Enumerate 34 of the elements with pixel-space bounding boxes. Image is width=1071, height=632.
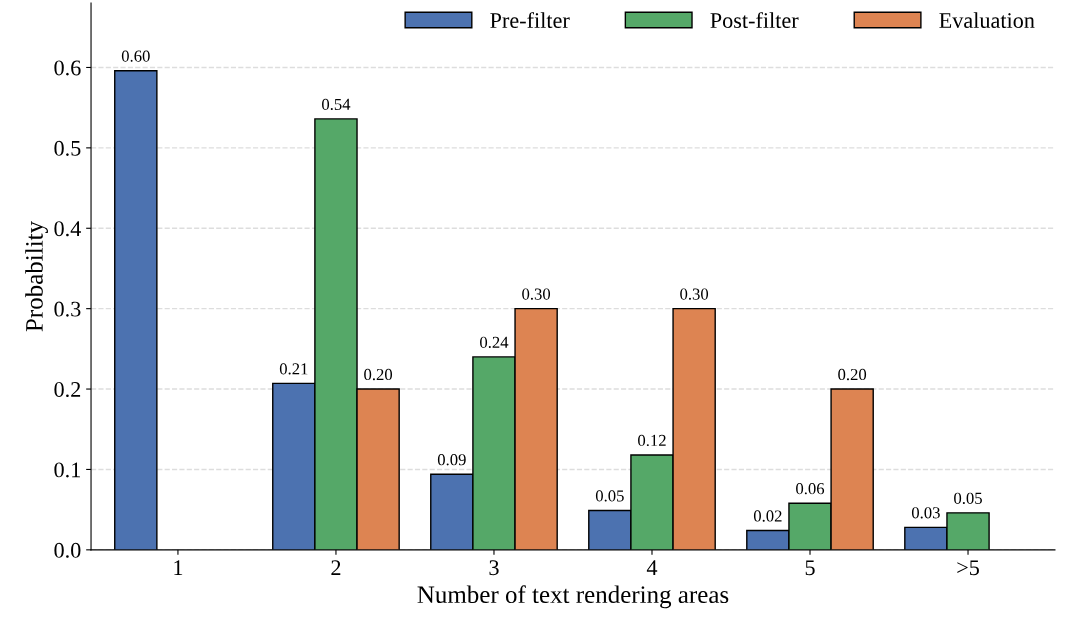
y-tick-label: 0.3 xyxy=(54,301,81,317)
data-label: 0.54 xyxy=(322,98,351,111)
legend-label: Pre-filter xyxy=(490,12,570,28)
x-tick-label: 5 xyxy=(805,560,815,576)
data-label: 0.21 xyxy=(279,363,308,375)
x-axis-title: Number of text rendering areas xyxy=(417,585,729,609)
data-label: 0.05 xyxy=(954,492,982,504)
x-tick-label: 2 xyxy=(331,560,341,575)
data-label: 0.06 xyxy=(796,483,825,495)
y-tick-label: 0.0 xyxy=(54,542,81,558)
x-tick-label: >5 xyxy=(957,560,979,576)
x-tick-label: 1 xyxy=(174,560,183,575)
data-label: 0.20 xyxy=(838,368,867,381)
y-tick-label: 0.6 xyxy=(54,60,81,76)
data-label: 0.02 xyxy=(753,510,782,522)
data-label: 0.03 xyxy=(911,507,940,519)
data-label: 0.12 xyxy=(638,434,666,447)
data-label: 0.20 xyxy=(364,368,393,381)
data-label: 0.30 xyxy=(522,288,551,300)
legend-label: Evaluation xyxy=(939,12,1035,28)
data-label: 0.05 xyxy=(595,490,624,502)
bar xyxy=(114,69,158,550)
data-label: 0.60 xyxy=(121,50,150,62)
x-tick-label: 3 xyxy=(489,560,499,576)
y-tick-label: 0.5 xyxy=(54,140,81,156)
x-tick-label: 4 xyxy=(646,560,658,575)
legend-label: Post-filter xyxy=(710,12,799,28)
y-tick-label: 0.2 xyxy=(54,381,81,398)
data-label: 0.24 xyxy=(480,336,509,349)
data-label: 0.09 xyxy=(437,454,466,466)
data-label: 0.30 xyxy=(680,288,709,300)
y-tick-label: 0.1 xyxy=(54,462,80,478)
y-axis-title: Probability xyxy=(25,221,48,332)
y-tick-label: 0.4 xyxy=(54,221,81,237)
